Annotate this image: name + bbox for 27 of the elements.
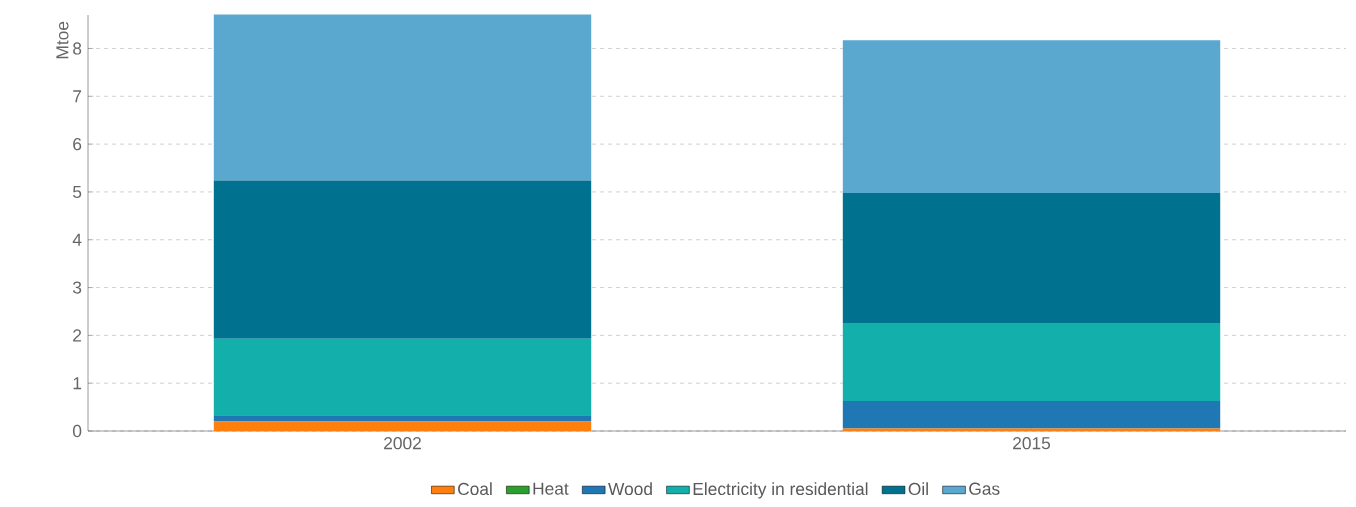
legend-label: Coal <box>458 482 492 496</box>
y-axis-title: Mtoe <box>56 21 69 59</box>
bar <box>213 421 592 431</box>
bar <box>213 338 592 416</box>
bar <box>213 180 592 339</box>
x-tick-label: 2015 <box>1013 437 1051 450</box>
legend-label: Oil <box>908 482 928 496</box>
legend-label: Wood <box>608 482 652 496</box>
bar <box>842 192 1221 323</box>
legend-label: Gas <box>969 482 1000 495</box>
y-tick-label: 4 <box>72 233 82 246</box>
bar <box>213 415 592 422</box>
bar <box>842 40 1221 193</box>
y-tick-label: 1 <box>73 377 82 390</box>
legend-label: Electricity in residential <box>693 482 868 499</box>
y-tick-label: 6 <box>73 137 82 151</box>
y-tick-label: 2 <box>73 329 82 342</box>
bar <box>842 322 1221 401</box>
bar <box>213 14 592 181</box>
y-tick-label: 0 <box>72 424 82 438</box>
y-tick-label: 3 <box>72 281 82 294</box>
y-tick-label: 5 <box>73 185 82 198</box>
bar <box>842 400 1221 429</box>
y-tick-label: 7 <box>73 90 82 103</box>
y-tick-label: 8 <box>73 42 82 55</box>
legend-label: Heat <box>533 482 569 495</box>
x-tick-label: 2002 <box>384 437 421 450</box>
